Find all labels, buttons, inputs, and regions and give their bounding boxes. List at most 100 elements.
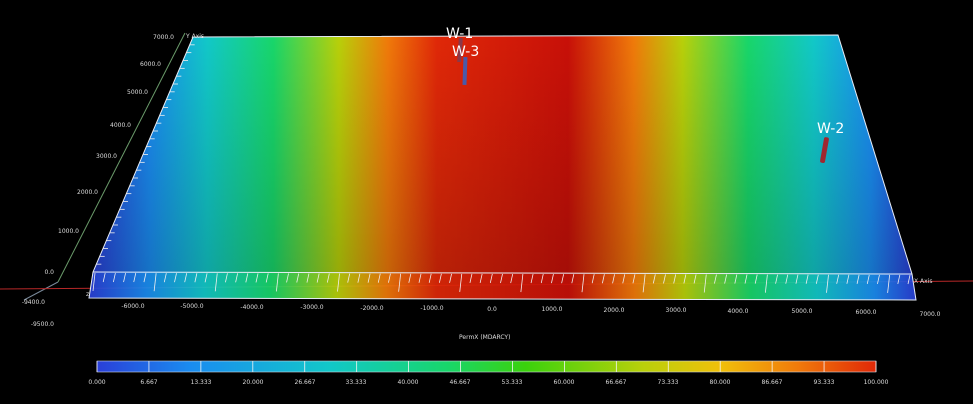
x-tick-mark	[663, 274, 666, 284]
z-tick-labels: -9400.0 -9500.0	[22, 299, 54, 328]
x-tick-mark	[214, 273, 218, 292]
x-tick-mark	[377, 273, 381, 283]
x-tick-mark	[265, 273, 269, 283]
color-bar-labels: 0.000 6.667 13.333 20.000 26.667 33.333 …	[88, 379, 888, 386]
x-tick-mark	[581, 274, 585, 293]
x-tick-mark	[326, 273, 330, 283]
x-tick-mark	[174, 273, 177, 283]
y-axis-title: Y Axis	[185, 33, 204, 40]
x-tick-mark	[683, 274, 687, 284]
x-tick-mark	[866, 274, 870, 284]
x-tick-mark	[92, 272, 96, 292]
well-w2-trajectory	[820, 137, 829, 164]
x-tick-mark	[764, 274, 768, 293]
x-tick-label: 1000.0	[542, 306, 563, 313]
x-tick-mark	[306, 273, 310, 283]
x-tick-mark	[388, 273, 391, 283]
x-tick-mark	[734, 274, 738, 284]
colorbar-tick-label: 0.000	[88, 379, 105, 386]
x-tick-mark	[530, 273, 534, 284]
x-tick-mark	[408, 273, 412, 283]
x-tick-mark	[622, 274, 626, 284]
y-tick-label: 1000.0	[58, 228, 79, 235]
well-w2[interactable]: W-2	[817, 121, 844, 164]
well-w2-label: W-2	[817, 121, 844, 137]
x-tick-mark	[428, 273, 432, 283]
x-tick-mark	[673, 274, 677, 284]
x-tick-mark	[795, 274, 799, 284]
colorbar-tick-label: 73.333	[658, 379, 679, 386]
x-tick-mark	[510, 273, 514, 284]
colorbar-tick-label: 20.000	[243, 379, 264, 386]
x-tick-mark	[632, 274, 636, 284]
x-tick-mark	[225, 273, 228, 283]
x-tick-label: -1000.0	[420, 305, 443, 312]
x-tick-mark	[826, 274, 829, 293]
x-tick-mark	[652, 274, 656, 284]
x-tick-label: 3000.0	[666, 307, 687, 314]
y-tick-label: 5000.0	[127, 89, 148, 96]
x-tick-mark	[754, 274, 758, 284]
x-tick-label: 4000.0	[728, 308, 749, 315]
x-tick-mark	[449, 273, 452, 283]
x-tick-mark	[520, 274, 524, 293]
x-tick-mark	[398, 273, 402, 292]
well-w3[interactable]: W-3	[452, 44, 479, 86]
x-tick-mark	[123, 272, 126, 283]
colorbar-tick-label: 26.667	[295, 379, 316, 386]
x-tick-mark	[540, 274, 544, 284]
x-tick-mark	[551, 274, 554, 284]
x-tick-mark	[418, 273, 422, 283]
x-tick-label: 7000.0	[920, 311, 941, 318]
color-bar-ticks	[96, 361, 877, 372]
x-tick-mark	[357, 273, 361, 283]
x-tick-mark	[275, 273, 279, 292]
x-tick-mark	[815, 274, 819, 284]
x-tick-mark	[724, 274, 728, 284]
y-tick-labels: 7000.0 6000.0 5000.0 4000.0 3000.0 2000.…	[44, 34, 174, 276]
x-tick-label: 6000.0	[856, 309, 877, 316]
colorbar-tick-label: 6.667	[140, 379, 157, 386]
x-tick-mark	[785, 274, 789, 284]
x-tick-mark	[775, 274, 778, 284]
x-tick-mark	[887, 274, 891, 293]
x-axis-title: X Axis	[914, 278, 932, 285]
x-tick-mark	[235, 273, 239, 283]
x-tick-mark	[112, 272, 116, 283]
x-tick-labels: -6000.0 -5000.0 -4000.0 -3000.0 -2000.0 …	[121, 303, 940, 318]
x-tick-mark	[489, 273, 493, 284]
x-tick-label: -3000.0	[300, 304, 323, 311]
x-tick-mark	[163, 273, 167, 283]
colorbar-tick-label: 80.000	[710, 379, 731, 386]
reservoir-front-edge	[92, 271, 913, 275]
well-w1-trajectory	[457, 37, 463, 63]
x-tick-mark	[744, 274, 748, 284]
x-tick-label: 0.0	[487, 306, 497, 313]
colorbar-tick-label: 40.000	[398, 379, 419, 386]
x-tick-mark	[337, 273, 340, 292]
y-tick-marks	[93, 36, 198, 273]
x-tick-mark	[204, 273, 208, 283]
x-tick-label: 5000.0	[792, 308, 813, 315]
x-tick-mark	[459, 273, 463, 292]
well-w3-trajectory	[462, 56, 468, 86]
y-tick-label: 3000.0	[96, 153, 117, 160]
well-w1[interactable]: W-1	[446, 26, 473, 63]
x-tick-mark	[601, 274, 605, 284]
x-tick-mark	[133, 273, 137, 283]
x-tick-mark	[571, 274, 575, 284]
colorbar-tick-label: 53.333	[502, 379, 523, 386]
reservoir-side-face	[89, 272, 916, 300]
y-tick-label: 6000.0	[140, 61, 161, 68]
origin-marker: z	[86, 291, 89, 298]
x-tick-mark	[561, 274, 565, 284]
colorbar-tick-label: 100.000	[864, 379, 889, 386]
x-tick-mark	[846, 274, 850, 284]
x-tick-mark	[367, 273, 371, 283]
x-tick-mark	[714, 274, 717, 284]
x-tick-mark	[693, 274, 697, 284]
x-tick-mark	[907, 274, 911, 285]
x-tick-label: -6000.0	[121, 303, 144, 310]
